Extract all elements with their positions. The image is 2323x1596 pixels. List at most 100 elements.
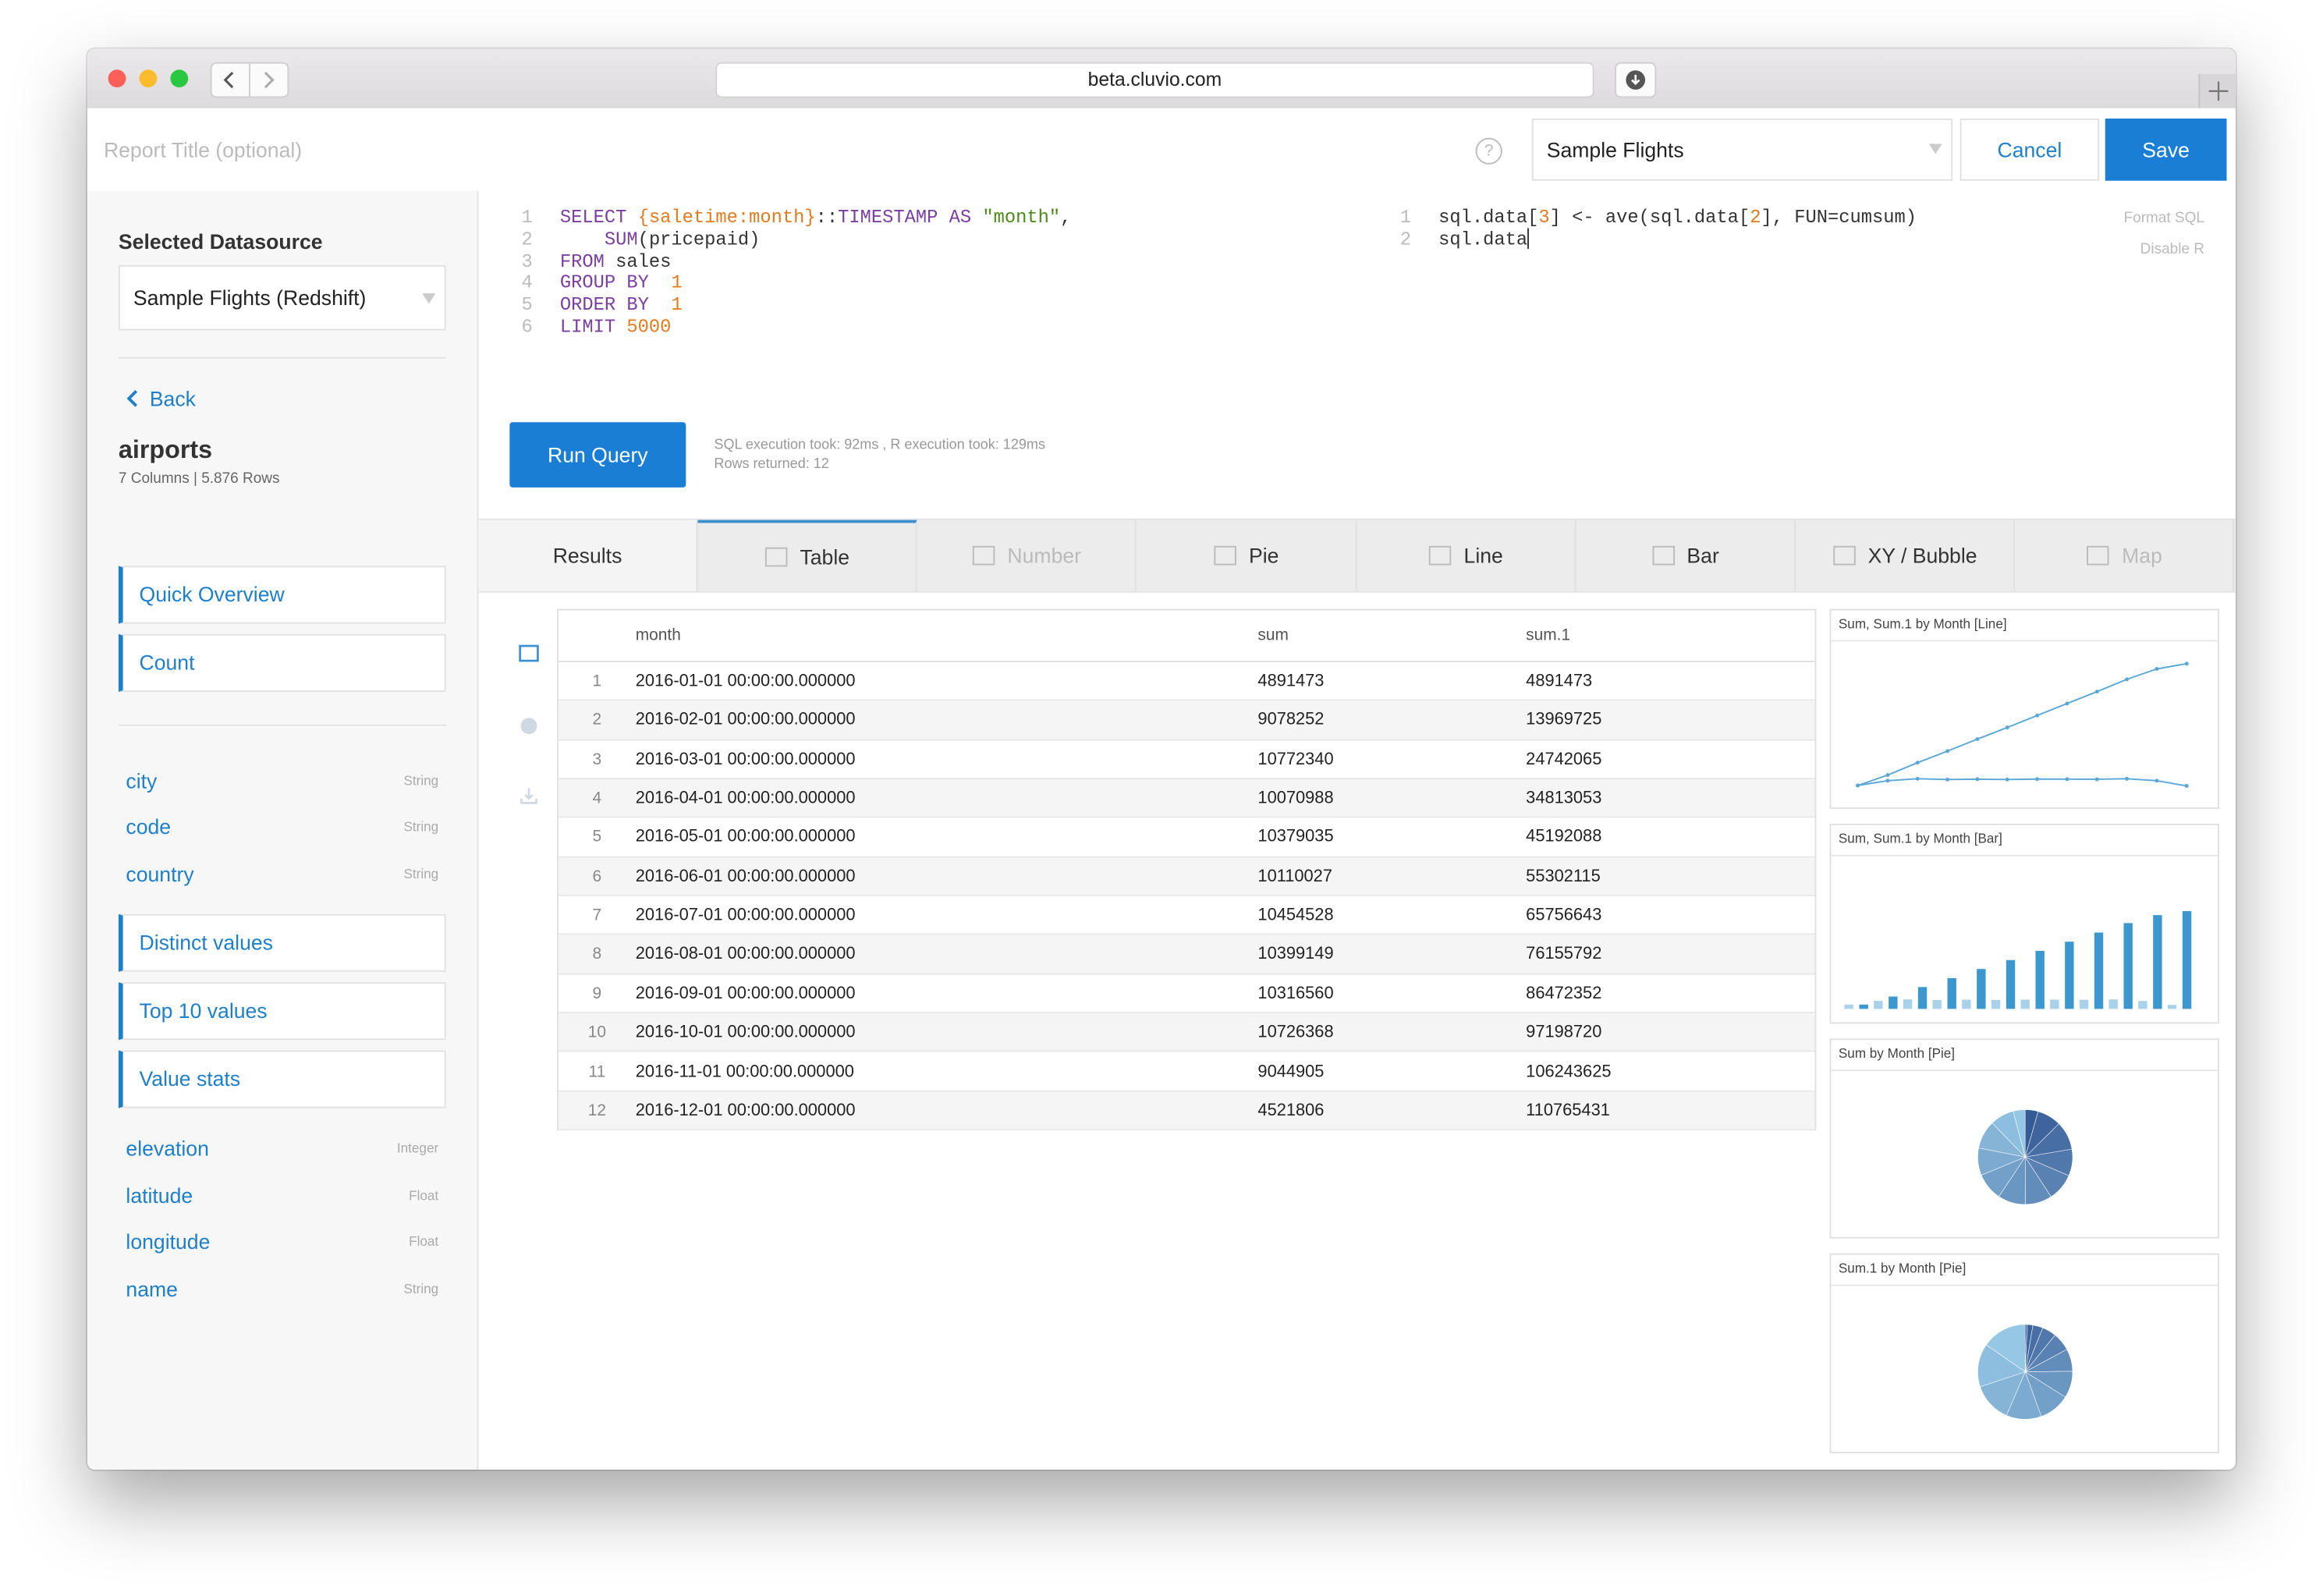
icon-shape <box>1832 545 1856 566</box>
browser-window: beta.cluvio.com Report Title (optional) … <box>87 48 2236 1470</box>
code-token: ( <box>637 229 649 250</box>
bar <box>1889 996 1898 1009</box>
close-button[interactable] <box>108 69 126 88</box>
datasource-select[interactable]: Sample Flights <box>1531 118 1953 181</box>
tab-label: XY / Bubble <box>1867 544 1977 568</box>
bar <box>1903 999 1913 1009</box>
disable-r-link[interactable]: Disable R <box>2140 241 2205 258</box>
cursor <box>1527 228 1529 250</box>
field-name[interactable]: elevation <box>126 1136 209 1161</box>
chart-thumbnail[interactable]: Sum.1 by Month [Pie] <box>1829 1253 2220 1454</box>
chart-thumbnail[interactable]: Sum by Month [Pie] <box>1829 1038 2220 1239</box>
point <box>2005 777 2009 782</box>
sidebar-action[interactable]: Distinct values <box>118 913 446 972</box>
row-number: 3 <box>592 750 602 769</box>
code-token: pricepaid <box>648 229 750 250</box>
field-name[interactable]: latitude <box>126 1183 193 1208</box>
forward-nav[interactable] <box>249 62 289 98</box>
row-number: 1 <box>592 672 602 691</box>
format-sql-link[interactable]: Format SQL <box>2123 210 2205 227</box>
tab[interactable]: Bar <box>1576 520 1796 591</box>
datasource-select[interactable]: Sample Flights (Redshift) <box>118 264 446 331</box>
sidebar-action[interactable]: Quick Overview <box>118 566 446 624</box>
cell: 2016-09-01 00:00:00.000000 <box>635 984 856 1003</box>
thumbnail-chart <box>1977 1109 2073 1205</box>
icon-shape <box>1651 545 1675 566</box>
field-name[interactable]: city <box>126 768 158 793</box>
field-name[interactable]: name <box>126 1277 178 1301</box>
sidebar-action[interactable]: Top 10 values <box>118 982 446 1041</box>
url: beta.cluvio.com <box>1087 68 1222 90</box>
new-tab[interactable] <box>2198 73 2236 108</box>
code-token <box>605 251 615 272</box>
chart-thumbnail[interactable]: Sum, Sum.1 by Month [Bar] <box>1829 823 2220 1024</box>
code-token: ) <box>749 229 761 250</box>
row-number: 4 <box>592 789 602 808</box>
help-icon[interactable]: ? <box>1475 137 1502 165</box>
code-token: ] <- <box>1549 207 1605 229</box>
icon-shape <box>2087 545 2110 566</box>
minimize-button[interactable] <box>139 69 158 88</box>
code-token <box>649 295 672 316</box>
field-name[interactable]: code <box>126 814 172 839</box>
line-number: 1 <box>521 207 533 229</box>
sidebar-action[interactable]: Count <box>118 633 446 692</box>
cell: 45192088 <box>1526 828 1602 847</box>
back-nav[interactable] <box>210 62 250 98</box>
cell: 24742065 <box>1526 750 1602 769</box>
column-header: sum.1 <box>1526 626 1571 645</box>
tab[interactable]: Number <box>917 520 1137 591</box>
tab-icon <box>2087 545 2110 566</box>
field-name[interactable]: longitude <box>126 1229 211 1254</box>
code-line: FROM sales <box>560 251 672 272</box>
code-token <box>626 207 637 229</box>
field-type: Float <box>409 1234 439 1250</box>
url-bar[interactable]: beta.cluvio.com <box>715 62 1594 98</box>
table-row: 9 2016-09-01 00:00:00.000000 10316560 86472… <box>558 974 1815 1014</box>
field-name[interactable]: country <box>126 862 194 886</box>
cell: 2016-02-01 00:00:00.000000 <box>635 711 856 730</box>
tab[interactable]: Results <box>478 520 698 591</box>
tab-label: Results <box>552 544 622 568</box>
bar <box>1859 1004 1868 1009</box>
tab[interactable]: Map <box>2015 520 2235 591</box>
chart-thumbnail[interactable]: Sum, Sum.1 by Month [Line] <box>1829 608 2220 809</box>
code-token: sql.data <box>1438 229 1528 250</box>
plus-icon <box>2208 81 2229 101</box>
download-button[interactable] <box>1615 62 1657 98</box>
cell: 55302115 <box>1526 867 1601 886</box>
tab[interactable]: XY / Bubble <box>1796 520 2016 591</box>
point <box>1885 778 1890 783</box>
row-number: 5 <box>592 828 602 847</box>
line-number: 5 <box>521 295 533 316</box>
bar <box>1947 977 1956 1009</box>
line-number: 6 <box>521 317 533 339</box>
cell: 10379035 <box>1257 828 1334 847</box>
code-token: 1 <box>671 295 683 316</box>
cell: 110765431 <box>1526 1101 1610 1120</box>
tab-label: Number <box>1007 544 1082 568</box>
field-type: String <box>403 867 439 882</box>
report-title-input[interactable]: Report Title (optional) <box>103 137 303 162</box>
tab[interactable]: Table <box>697 520 917 591</box>
bar <box>2094 932 2104 1009</box>
point <box>2005 725 2009 730</box>
sidebar-action[interactable]: Value stats <box>118 1050 446 1108</box>
tab[interactable]: Pie <box>1137 520 1357 591</box>
divider <box>1831 1069 2218 1072</box>
back-link[interactable]: Back <box>126 387 196 410</box>
download-icon <box>1626 70 1646 90</box>
run-query-button[interactable]: Run Query <box>509 422 686 488</box>
code-token: 5000 <box>626 317 672 339</box>
code-line: LIMIT 5000 <box>560 317 672 338</box>
save-button[interactable]: Save <box>2105 118 2227 181</box>
tab[interactable]: Line <box>1357 520 1576 591</box>
point <box>2094 777 2099 782</box>
code-line: sql.data[3] <- ave(sql.data[2], FUN=cums… <box>1438 207 1917 229</box>
zoom-button[interactable] <box>170 69 189 88</box>
point <box>2184 661 2189 666</box>
cell: 2016-05-01 00:00:00.000000 <box>635 828 856 847</box>
dropdown-arrow <box>1928 144 1942 154</box>
cancel-button[interactable]: Cancel <box>1959 118 2100 181</box>
row-number: 7 <box>592 906 602 925</box>
